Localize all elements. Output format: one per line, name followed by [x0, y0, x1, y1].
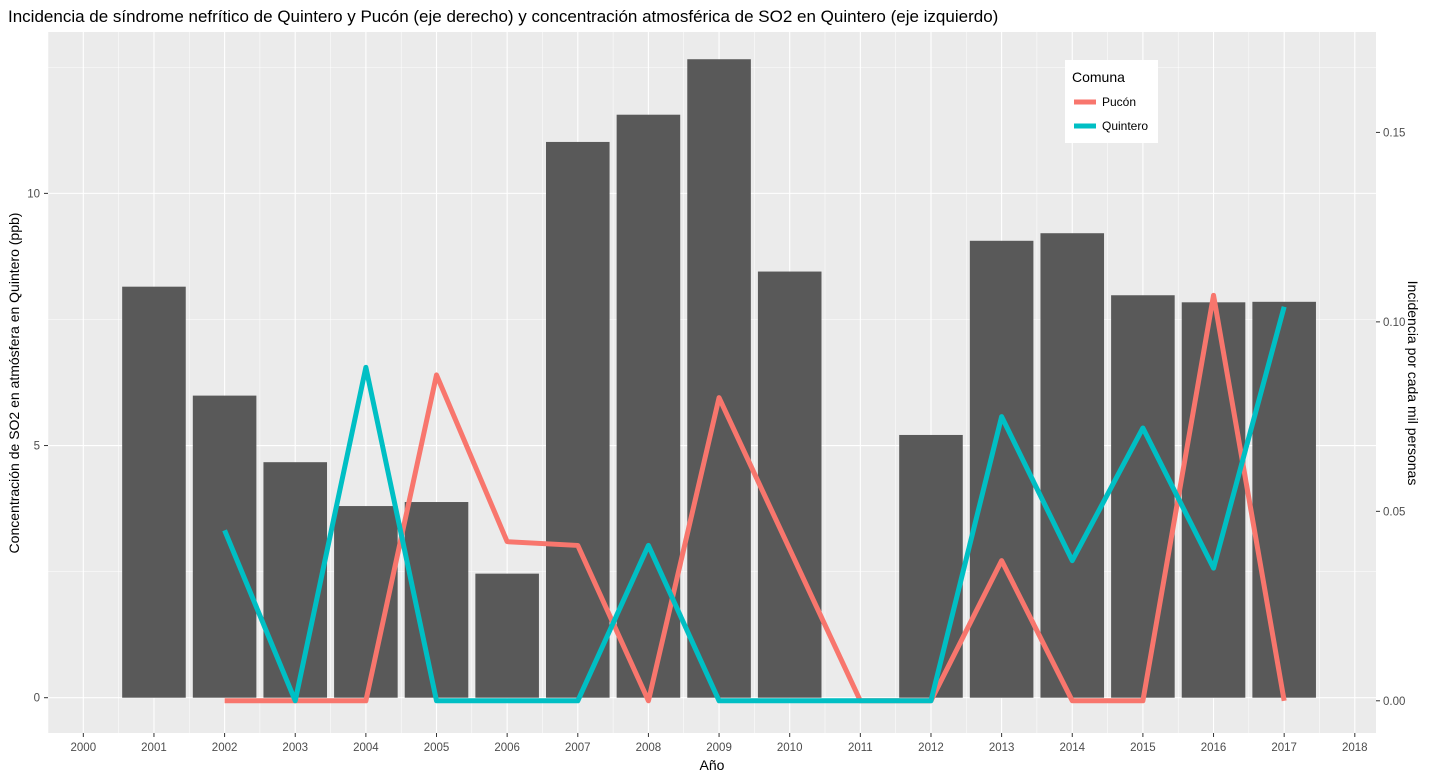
y-axis-label-right: Incidencia por cada mil personas — [1405, 281, 1421, 486]
y-tick-label-left: 10 — [27, 188, 40, 200]
y-tick-label-left: 5 — [34, 441, 40, 453]
y-tick-label-right: 0.00 — [1383, 696, 1405, 708]
x-tick-label: 2009 — [706, 742, 732, 754]
x-tick-label: 2008 — [636, 742, 662, 754]
x-tick-label: 2006 — [494, 742, 520, 754]
x-tick-label: 2005 — [424, 742, 450, 754]
x-tick-label: 2002 — [212, 742, 238, 754]
bar-2016 — [1181, 302, 1246, 698]
legend: Comuna Pucón Quintero — [1065, 60, 1158, 143]
x-tick-label: 2015 — [1130, 742, 1156, 754]
bar-2013 — [969, 240, 1034, 698]
legend-title: Comuna — [1072, 69, 1125, 85]
y-tick-label-right: 0.05 — [1383, 506, 1405, 518]
bar-2007 — [546, 141, 610, 698]
bar-2009 — [687, 59, 751, 698]
bar-2014 — [1040, 233, 1105, 698]
y-tick-label-right: 0.10 — [1383, 317, 1405, 329]
x-tick-label: 2016 — [1201, 742, 1227, 754]
x-tick-label: 2018 — [1342, 742, 1368, 754]
chart-title: Incidencia de síndrome nefrítico de Quin… — [8, 7, 998, 26]
y-tick-label-right: 0.15 — [1383, 127, 1405, 139]
x-tick-label: 2000 — [71, 742, 97, 754]
y-tick-label-left: 0 — [34, 693, 40, 705]
y-axis-label-left: Concentración de SO2 en atmósfera en Qui… — [6, 213, 22, 554]
bar-2001 — [122, 286, 186, 698]
x-tick-label: 2010 — [777, 742, 803, 754]
x-tick-label: 2003 — [282, 742, 308, 754]
legend-label-pucon: Pucón — [1102, 95, 1136, 109]
bar-2015 — [1111, 295, 1175, 698]
tick-layer: 2000 2001 2002 2003 2004 2005 2006 2007 2008 2009… — [27, 127, 1405, 754]
line-layer — [222, 292, 1287, 704]
bar-2002 — [192, 395, 257, 698]
x-tick-label: 2014 — [1059, 742, 1085, 754]
x-tick-label: 2013 — [989, 742, 1015, 754]
legend-label-quintero: Quintero — [1102, 119, 1148, 133]
series-line-quintero — [222, 306, 1287, 704]
x-tick-label: 2012 — [918, 742, 944, 754]
bar-2017 — [1252, 301, 1316, 698]
bar-2006 — [475, 573, 539, 698]
bar-2010 — [757, 271, 822, 698]
bar-layer — [122, 59, 1316, 698]
x-tick-label: 2004 — [353, 742, 379, 754]
x-tick-label: 2001 — [141, 742, 167, 754]
bar-2003 — [263, 462, 328, 698]
x-axis-label: Año — [700, 757, 725, 773]
x-tick-label: 2007 — [565, 742, 591, 754]
x-tick-label: 2017 — [1271, 742, 1297, 754]
x-tick-label: 2011 — [848, 742, 873, 754]
